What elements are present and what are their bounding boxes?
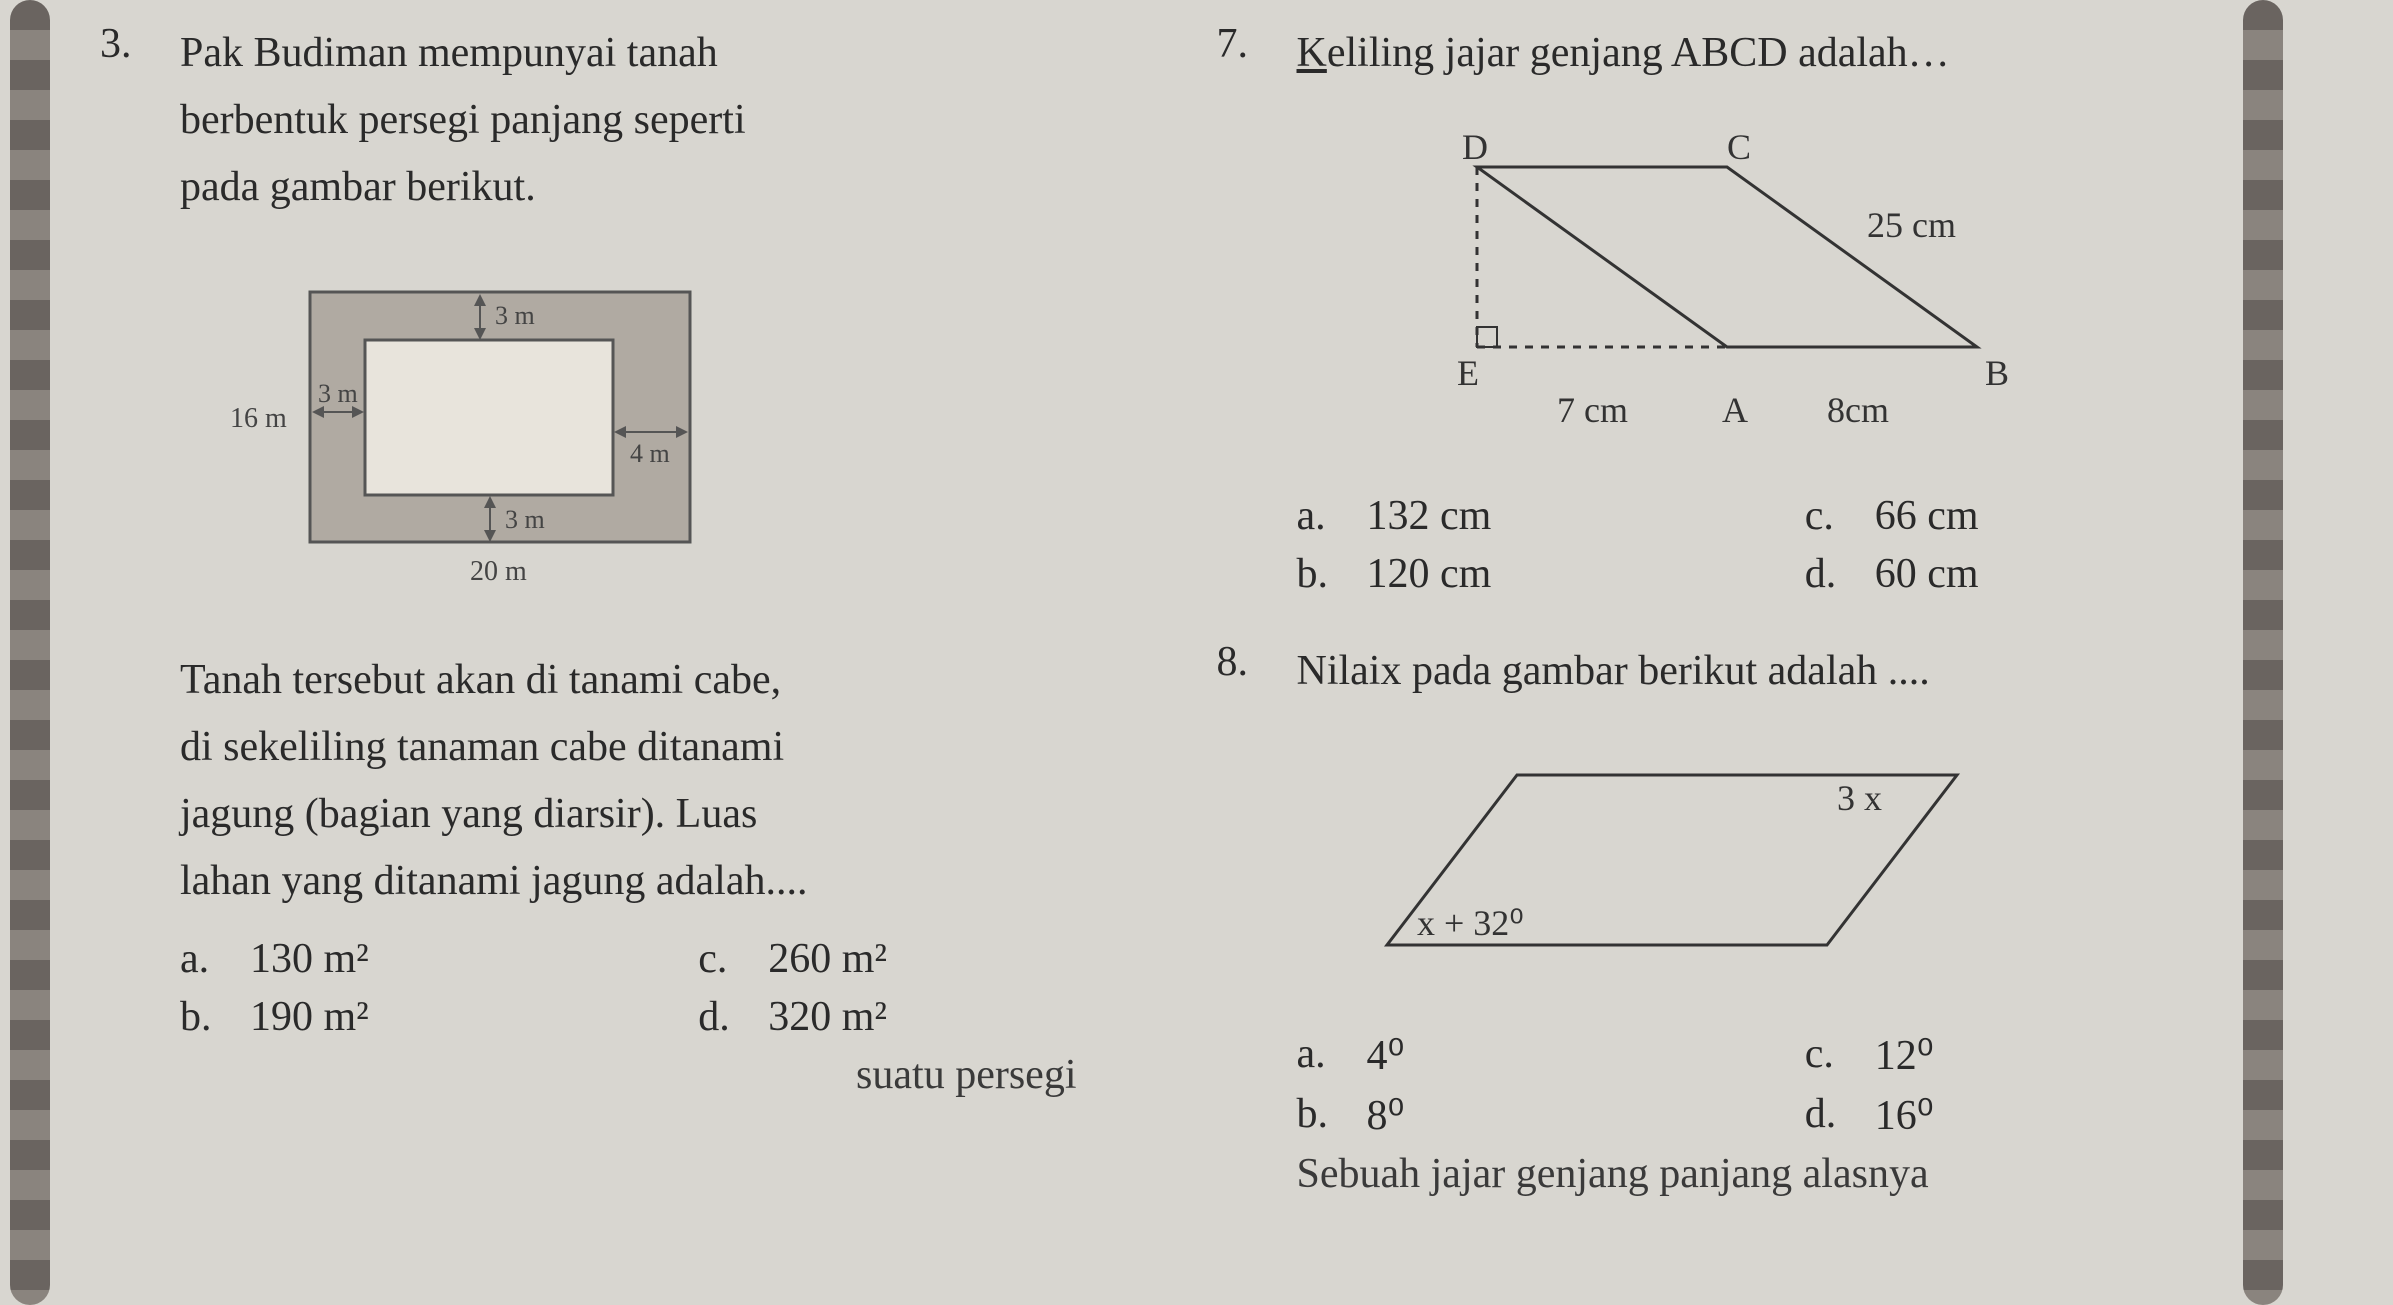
question-body: Nilaix pada gambar berikut adalah .... 3… [1297,638,2254,1198]
label-cb: 25 cm [1867,205,1956,245]
question-text-after: Tanah tersebut akan di tanami cabe, [180,647,1157,714]
left-column: 3. Pak Budiman mempunyai tanah berbentuk… [0,0,1197,1305]
options-q3: a.130 m² c.260 m² b.190 m² d.320 m² [180,935,1157,1041]
question-number: 8. [1217,638,1267,1198]
question-3: 3. Pak Budiman mempunyai tanah berbentuk… [100,20,1157,1099]
vertex-D: D [1462,127,1488,167]
angle-top-right: 3 x [1837,778,1882,818]
question-text: Keliling jajar genjang ABCD adalah… [1297,20,2254,87]
rectangle-figure: 3 m 3 m 4 m 3 m 2 [220,262,1157,607]
option-a: a.130 m² [180,935,638,983]
parallelogram-svg-q8: 3 x x + 32⁰ [1357,745,1997,985]
option-c: c.260 m² [698,935,1156,983]
label-left-margin: 3 m [318,379,358,408]
question-number: 3. [100,20,150,1099]
question-text-after: di sekeliling tanaman cabe ditanami [180,714,1157,781]
cut-off-text: Sebuah jajar genjang panjang alasnya [1297,1150,2254,1198]
spiral-binding-right [2243,0,2283,1305]
option-a: a.132 cm [1297,492,1745,540]
label-top-margin: 3 m [495,301,535,330]
question-number: 7. [1217,20,1267,598]
label-bottom-margin: 3 m [505,505,545,534]
question-8: 8. Nilaix pada gambar berikut adalah ...… [1217,638,2254,1198]
question-text-line: Pak Budiman mempunyai tanah [180,20,1157,87]
question-text-line: pada gambar berikut. [180,154,1157,221]
label-ab: 8cm [1827,390,1889,430]
option-c: c.12⁰ [1805,1030,2253,1080]
cut-off-text: suatu persegi [180,1051,1157,1099]
question-7: 7. Keliling jajar genjang ABCD adalah… D… [1217,20,2254,598]
option-b: b.120 cm [1297,550,1745,598]
option-c: c.66 cm [1805,492,2253,540]
option-d: d.60 cm [1805,550,2253,598]
vertex-C: C [1727,127,1751,167]
angle-bottom-left: x + 32⁰ [1417,903,1524,943]
option-b: b.190 m² [180,993,638,1041]
parallelogram-svg: D C E A B 25 cm 7 cm 8cm [1377,127,2077,447]
options-q8: a.4⁰ c.12⁰ b.8⁰ d.16⁰ [1297,1030,2254,1140]
vertex-B: B [1985,353,2009,393]
question-text-after: jagung (bagian yang diarsir). Luas [180,781,1157,848]
option-b: b.8⁰ [1297,1090,1745,1140]
question-text: Nilaix pada gambar berikut adalah .... [1297,638,2254,705]
label-outer-width: 20 m [470,556,527,587]
question-body: Keliling jajar genjang ABCD adalah… D C … [1297,20,2254,598]
options-q7: a.132 cm c.66 cm b.120 cm d.60 cm [1297,492,2254,598]
parallelogram-figure-q7: D C E A B 25 cm 7 cm 8cm [1377,127,2254,452]
option-a: a.4⁰ [1297,1030,1745,1080]
option-d: d.16⁰ [1805,1090,2253,1140]
label-outer-height: 16 m [230,403,287,434]
vertex-A: A [1722,390,1748,430]
label-ea: 7 cm [1557,390,1628,430]
right-column: 7. Keliling jajar genjang ABCD adalah… D… [1197,0,2393,1305]
vertex-E: E [1457,353,1479,393]
option-d: d.320 m² [698,993,1156,1041]
label-right-margin: 4 m [630,439,670,468]
question-text-after: lahan yang ditanami jagung adalah.... [180,848,1157,915]
question-text-line: berbentuk persegi panjang seperti [180,87,1157,154]
question-body: Pak Budiman mempunyai tanah berbentuk pe… [180,20,1157,1099]
parallelogram-figure-q8: 3 x x + 32⁰ [1357,745,2254,990]
rectangle-svg: 3 m 3 m 4 m 3 m 2 [220,262,740,602]
